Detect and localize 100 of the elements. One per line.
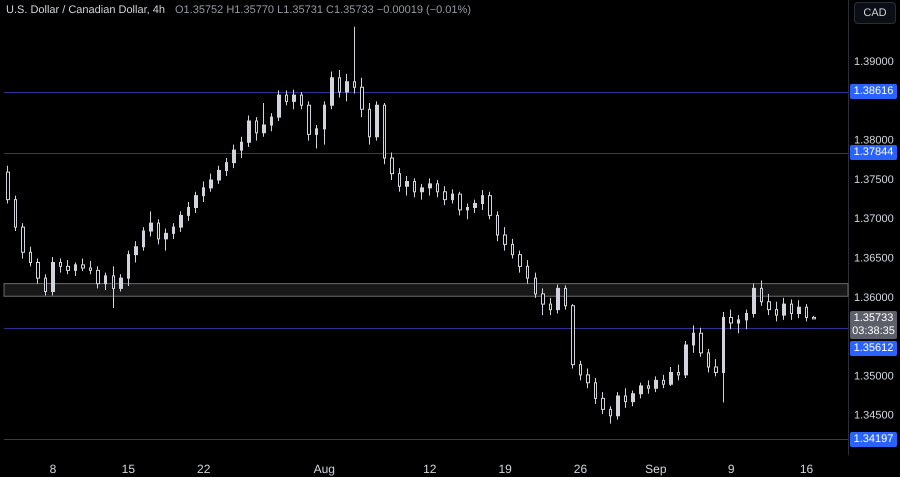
candlestick (586, 368, 590, 389)
y-tick-label: 1.37000 (854, 213, 894, 226)
x-tick-label: 16 (800, 462, 814, 476)
candlestick (209, 173, 213, 192)
candlestick (797, 300, 801, 319)
candlestick (443, 186, 447, 206)
text: 1.35733 03:38:35 (850, 310, 897, 339)
candlestick (511, 238, 514, 260)
candlestick (89, 260, 92, 275)
candlestick (526, 260, 529, 284)
x-tick-label: 12 (423, 462, 437, 476)
candlestick (262, 102, 266, 138)
candlestick (458, 191, 462, 216)
candlestick (466, 203, 469, 220)
x-tick-label: 26 (574, 462, 588, 476)
candlestick (187, 201, 190, 222)
candlestick (556, 284, 560, 314)
candlestick (338, 69, 341, 98)
candlestick (375, 100, 379, 142)
candlestick (609, 406, 612, 424)
candlestick (737, 314, 740, 334)
x-tick-label: Sep (645, 462, 667, 476)
candlestick (541, 288, 545, 316)
candlestick (722, 311, 725, 403)
candlestick (662, 374, 665, 389)
candlestick (745, 309, 748, 330)
candlestick (405, 176, 409, 196)
candlestick (451, 188, 454, 204)
candlestick (503, 226, 507, 252)
candlestick (270, 112, 273, 132)
candlestick (96, 266, 100, 289)
chart-subtitle: O1.35752 H1.35770 L1.35731 C1.35733 −0.00019 (−0.01%) (174, 4, 471, 16)
candlestick (390, 152, 394, 180)
candlestick (247, 115, 251, 148)
candlestick (473, 199, 477, 214)
x-tick-label: 8 (50, 462, 57, 476)
candlestick (729, 309, 733, 330)
candlestick (300, 91, 303, 110)
y-tick-label: 1.36500 (854, 252, 894, 265)
x-tick-label: 22 (197, 462, 211, 476)
x-tick-label: 9 (728, 462, 735, 476)
candlestick (360, 77, 364, 118)
candlestick (775, 301, 778, 322)
candlestick (699, 327, 703, 358)
candlestick (790, 298, 793, 320)
candlestick (496, 210, 499, 242)
candlestick (707, 348, 710, 373)
candlestick (172, 222, 175, 240)
candlestick (149, 210, 153, 238)
candlestick (571, 304, 575, 370)
ref-line-label: 1.37844 (850, 144, 897, 160)
candlestick (767, 293, 771, 316)
candlestick (782, 297, 786, 320)
chart-title: U.S. Dollar / Canadian Dollar, 4h (6, 4, 165, 16)
y-tick-label: 1.37500 (854, 174, 894, 186)
candlestick (285, 90, 288, 106)
candlestick (232, 144, 236, 169)
candlestick (119, 274, 123, 292)
candlestick (292, 89, 296, 110)
candlestick (594, 377, 597, 404)
candlestick (315, 124, 318, 150)
candlestick (14, 195, 17, 232)
candlestick (112, 266, 115, 309)
ref-line-label: 1.35612 (850, 340, 897, 356)
candlestick (51, 256, 55, 296)
candlestick (488, 191, 492, 220)
candlestick (692, 324, 695, 354)
x-tick-label: 15 (122, 462, 136, 476)
candlestick (142, 226, 145, 252)
candlestick (383, 102, 386, 165)
x-tick-label: Aug (314, 462, 335, 476)
candlestick (760, 280, 763, 306)
candlestick (345, 73, 349, 102)
candlestick (413, 178, 416, 198)
candlestick (647, 380, 650, 394)
candlestick (36, 258, 40, 284)
candlestick (323, 100, 326, 146)
candlestick (752, 283, 756, 318)
candlestick (631, 390, 635, 407)
candlestick (240, 136, 243, 158)
candlestick (812, 315, 816, 320)
candlestick (59, 258, 62, 274)
candlestick (6, 165, 10, 204)
candlestick (534, 272, 537, 298)
candlestick (684, 340, 688, 378)
candlestick (669, 366, 673, 386)
candlestick (44, 274, 47, 296)
y-tick-label: 1.35000 (854, 370, 894, 382)
candlestick (601, 392, 605, 415)
y-tick-label: 1.39000 (854, 56, 894, 68)
candlestick (164, 228, 168, 252)
candlestick (714, 358, 718, 377)
candlestick (21, 222, 25, 260)
candlestick (398, 168, 401, 192)
currency-button: CAD (854, 2, 896, 24)
candlestick (420, 183, 424, 200)
candlestick (74, 262, 77, 276)
candlestick (29, 246, 32, 267)
candlestick (654, 376, 658, 393)
candlestick (624, 388, 627, 408)
